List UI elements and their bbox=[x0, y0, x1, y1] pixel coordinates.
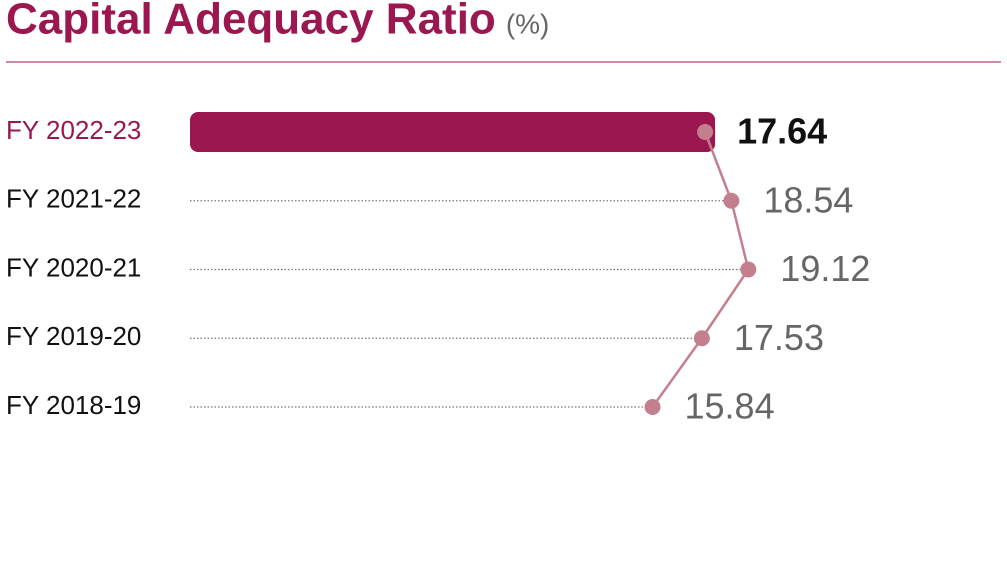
value-label: 15.84 bbox=[685, 386, 775, 427]
value-label: 19.12 bbox=[780, 248, 870, 289]
chart-title: Capital Adequacy Ratio bbox=[6, 0, 496, 44]
value-label: 17.53 bbox=[734, 317, 824, 358]
point bbox=[697, 124, 714, 140]
bar bbox=[190, 112, 716, 152]
chart-subtitle: (%) bbox=[506, 8, 550, 39]
category-label: FY 2021-22 bbox=[6, 184, 141, 214]
point bbox=[693, 330, 710, 347]
category-label: FY 2020-21 bbox=[6, 252, 141, 282]
category-label: FY 2018-19 bbox=[6, 390, 141, 420]
category-label: FY 2019-20 bbox=[6, 321, 141, 351]
point bbox=[644, 399, 661, 415]
point bbox=[723, 192, 740, 209]
point bbox=[740, 261, 757, 278]
category-label: FY 2022-23 bbox=[6, 115, 141, 145]
value-label: 17.64 bbox=[737, 111, 827, 152]
value-label: 18.54 bbox=[763, 179, 853, 220]
